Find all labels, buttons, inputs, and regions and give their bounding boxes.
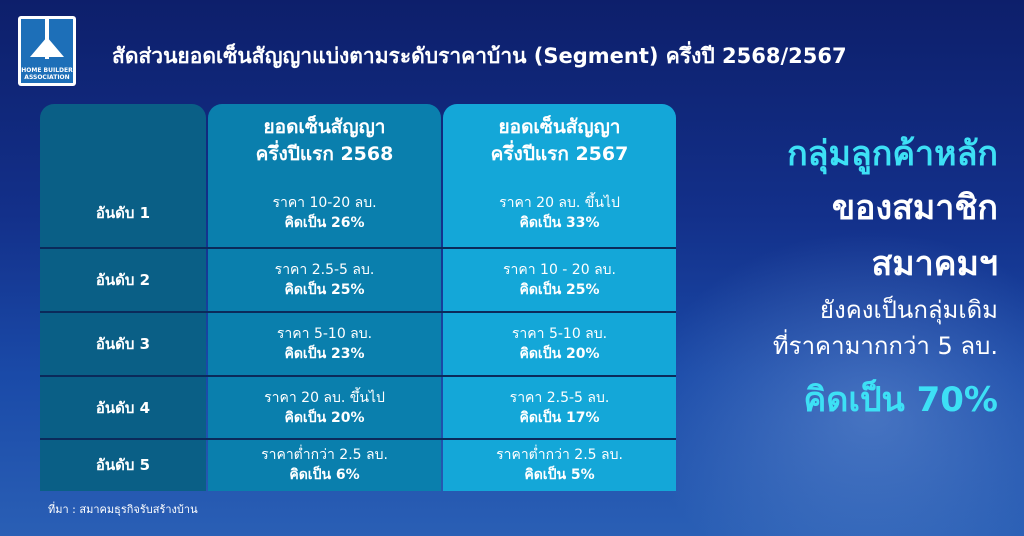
table-row: อันดับ 1 ราคา 10-20 ลบ. คิดเป็น 26% ราคา … bbox=[40, 179, 676, 247]
cell-2568: ราคา 2.5-5 ลบ. คิดเป็น 25% bbox=[208, 260, 441, 300]
table-row: อันดับ 5 ราคาต่ำกว่า 2.5 ลบ. คิดเป็น 6% ร… bbox=[40, 440, 676, 490]
cell-2568: ราคา 5-10 ลบ. คิดเป็น 23% bbox=[208, 324, 441, 364]
rank-column bbox=[40, 104, 206, 491]
summary-line2: ของสมาชิก bbox=[831, 188, 998, 228]
association-logo: HOME BUILDER ASSOCIATION bbox=[18, 16, 76, 86]
price-range: ราคา 2.5-5 ลบ. bbox=[509, 389, 610, 406]
summary-line3: สมาคมฯ bbox=[871, 244, 998, 284]
column-2567 bbox=[443, 104, 676, 491]
share: คิดเป็น 33% bbox=[519, 215, 600, 231]
cell-2567: ราคาต่ำกว่า 2.5 ลบ. คิดเป็น 5% bbox=[443, 445, 676, 485]
rank-label: อันดับ 4 bbox=[95, 398, 151, 417]
share: คิดเป็น 26% bbox=[284, 215, 365, 231]
cell-2568: ราคาต่ำกว่า 2.5 ลบ. คิดเป็น 6% bbox=[208, 445, 441, 485]
table-row: อันดับ 2 ราคา 2.5-5 ลบ. คิดเป็น 25% ราคา … bbox=[40, 249, 676, 311]
row-divider bbox=[40, 247, 676, 249]
summary-percent: คิดเป็น 70% bbox=[803, 380, 999, 420]
header-line2: ครึ่งปีแรก 2567 bbox=[490, 143, 629, 165]
price-range: ราคา 10 - 20 ลบ. bbox=[502, 262, 616, 278]
share: คิดเป็น 25% bbox=[284, 282, 365, 298]
table-row: อันดับ 4 ราคา 20 ลบ. ขึ้นไปคิดเป็น 20% ร… bbox=[40, 377, 676, 438]
cell-2567: ราคา 5-10 ลบ. คิดเป็น 20% bbox=[443, 324, 676, 364]
logo-text: HOME BUILDER ASSOCIATION bbox=[21, 67, 73, 81]
rank-label: อันดับ 1 bbox=[95, 204, 151, 222]
header-2567: ยอดเซ็นสัญญาครึ่งปีแรก 2567 bbox=[443, 114, 676, 168]
cell-2567: ราคา 20 ลบ. ขึ้นไปคิดเป็น 33% bbox=[443, 193, 676, 233]
cell-2567: ราคา 2.5-5 ลบ. คิดเป็น 17% bbox=[443, 388, 676, 428]
share: คิดเป็น 17% bbox=[519, 409, 600, 426]
price-range: ราคา 20 ลบ. ขึ้นไป bbox=[264, 389, 385, 406]
page-title: สัดส่วนยอดเซ็นสัญญาแบ่งตามระดับราคาบ้าน … bbox=[112, 44, 847, 68]
price-range: ราคา 10-20 ลบ. bbox=[272, 195, 377, 211]
rank-label: อันดับ 5 bbox=[95, 456, 151, 474]
column-2568 bbox=[208, 104, 441, 491]
share: คิดเป็น 5% bbox=[524, 467, 595, 483]
cell-2567: ราคา 10 - 20 ลบ. คิดเป็น 25% bbox=[443, 260, 676, 300]
header-2568: ยอดเซ็นสัญญาครึ่งปีแรก 2568 bbox=[208, 114, 441, 168]
summary-line5: ที่ราคามากกว่า 5 ลบ. bbox=[772, 332, 998, 360]
summary-line4: ยังคงเป็นกลุ่มเดิม bbox=[819, 296, 998, 324]
rank-label: อันดับ 2 bbox=[95, 271, 151, 289]
price-range: ราคาต่ำกว่า 2.5 ลบ. bbox=[261, 447, 388, 463]
share: คิดเป็น 20% bbox=[284, 409, 365, 426]
rank-label: อันดับ 3 bbox=[95, 335, 151, 353]
header-line1: ยอดเซ็นสัญญา bbox=[263, 116, 386, 138]
cell-2568: ราคา 10-20 ลบ. คิดเป็น 26% bbox=[208, 193, 441, 233]
price-range: ราคาต่ำกว่า 2.5 ลบ. bbox=[496, 447, 623, 463]
price-range: ราคา 20 ลบ. ขึ้นไป bbox=[499, 195, 620, 211]
summary-panel: กลุ่มลูกค้าหลัก ของสมาชิก สมาคมฯ ยังคงเป… bbox=[773, 128, 998, 430]
background-glow bbox=[640, 230, 1024, 536]
share: คิดเป็น 25% bbox=[519, 282, 600, 298]
row-divider bbox=[40, 438, 676, 440]
share: คิดเป็น 23% bbox=[284, 346, 365, 362]
source-note: ที่มา : สมาคมธุรกิจรับสร้างบ้าน bbox=[48, 503, 198, 516]
header-line2: ครึ่งปีแรก 2568 bbox=[255, 143, 394, 165]
price-range: ราคา 2.5-5 ลบ. bbox=[274, 262, 375, 278]
table-row: อันดับ 3 ราคา 5-10 ลบ. คิดเป็น 23% ราคา 5… bbox=[40, 313, 676, 375]
row-divider bbox=[40, 311, 676, 313]
price-range: ราคา 5-10 ลบ. bbox=[276, 326, 373, 342]
row-divider bbox=[40, 375, 676, 377]
cell-2568: ราคา 20 ลบ. ขึ้นไปคิดเป็น 20% bbox=[208, 388, 441, 428]
segment-table: ยอดเซ็นสัญญาครึ่งปีแรก 2568 ยอดเซ็นสัญญา… bbox=[40, 104, 676, 491]
price-range: ราคา 5-10 ลบ. bbox=[511, 326, 608, 342]
share: คิดเป็น 6% bbox=[289, 467, 360, 483]
summary-line1: กลุ่มลูกค้าหลัก bbox=[787, 134, 998, 174]
share: คิดเป็น 20% bbox=[519, 346, 600, 362]
header-line1: ยอดเซ็นสัญญา bbox=[498, 116, 621, 138]
